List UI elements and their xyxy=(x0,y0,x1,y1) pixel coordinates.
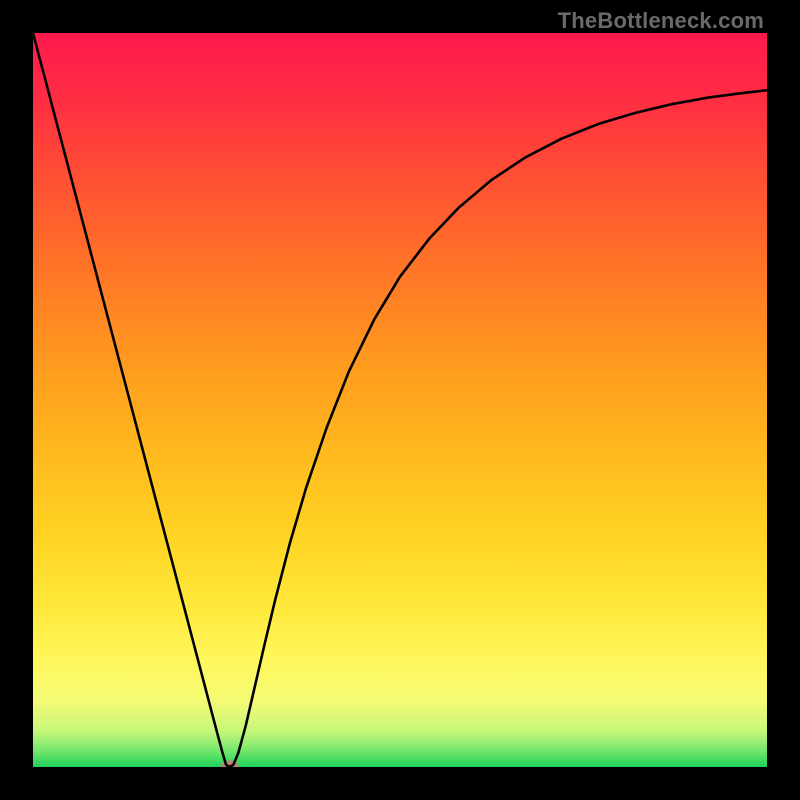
chart-frame: TheBottleneck.com xyxy=(0,0,800,800)
watermark-text: TheBottleneck.com xyxy=(558,8,764,34)
plot-area xyxy=(33,33,767,767)
curve-layer xyxy=(33,33,767,767)
bottleneck-curve xyxy=(33,33,767,767)
